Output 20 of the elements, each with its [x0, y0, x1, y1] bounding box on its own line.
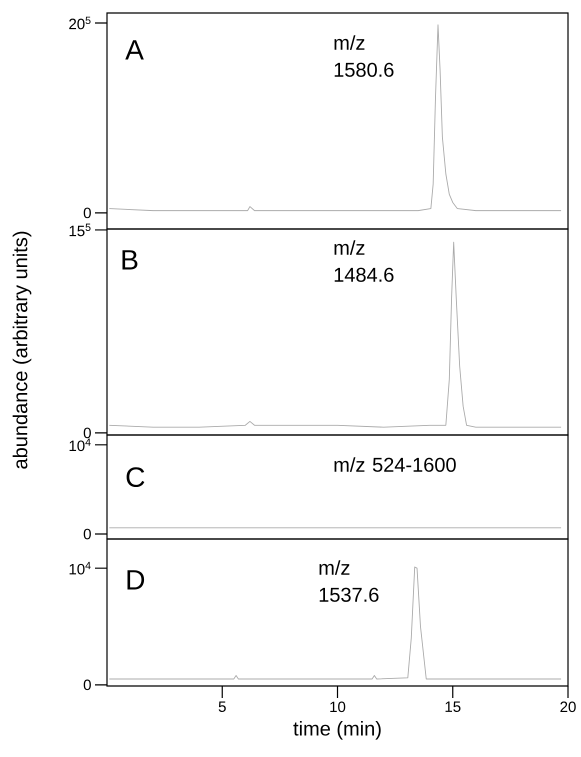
annotation: m/z 1484.6 — [334, 240, 394, 282]
text: 20$^{5}$ — [69, 16, 91, 30]
annotation: B — [122, 250, 138, 270]
x-axis-title: time (min) — [293, 720, 381, 740]
y-tick-label: 10$^{4}$ — [70, 562, 91, 574]
x-tick-label: 20 — [560, 702, 576, 712]
y-axis-title: abundance (arbitrary units) — [12, 232, 32, 469]
y-tick-label: 10$^{4}$ — [70, 438, 91, 452]
annotation: m/z 1580.6 — [334, 35, 394, 77]
annotation: A — [125, 40, 144, 60]
x-tick-label: 5 — [218, 702, 226, 712]
annotation: D — [128, 570, 144, 590]
annotation: C — [126, 467, 144, 488]
y-tick-label: 0 — [84, 680, 91, 690]
x-tick-label: 15 — [446, 702, 460, 712]
x-tick-label: 10 — [330, 702, 346, 712]
text: 15$^{5}$ — [70, 224, 91, 236]
annotation: m/z 524-1600 — [334, 457, 456, 472]
annotation: m/z 1537.6 — [320, 560, 378, 602]
y-tick-label: 0 — [84, 528, 91, 540]
